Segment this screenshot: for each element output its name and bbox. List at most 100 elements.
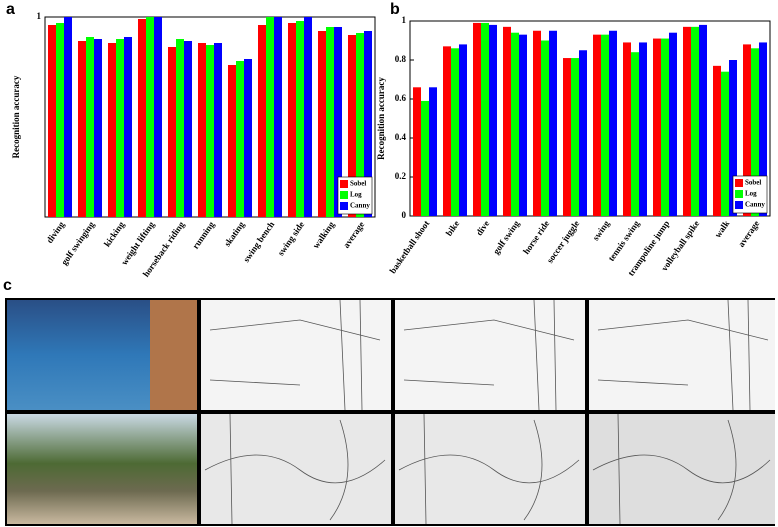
bar xyxy=(511,32,519,217)
bar xyxy=(549,30,557,216)
bar xyxy=(421,100,429,216)
bar xyxy=(519,34,527,217)
bar xyxy=(304,17,312,217)
bar xyxy=(228,65,236,217)
y-axis-label: Recognition accuracy xyxy=(11,75,21,158)
x-tick-label: walking xyxy=(311,219,337,250)
bar xyxy=(206,45,214,217)
edge-image xyxy=(201,300,391,410)
x-tick-label: dive xyxy=(474,219,491,238)
bar xyxy=(236,61,244,217)
bar xyxy=(94,39,102,217)
bar xyxy=(639,42,647,217)
edge-image xyxy=(395,300,585,410)
bar xyxy=(609,30,617,216)
bar xyxy=(86,37,94,217)
bar xyxy=(451,48,459,216)
bar xyxy=(116,39,124,217)
bar xyxy=(541,40,549,216)
y-tick-label: 1 xyxy=(37,11,42,21)
bar xyxy=(601,34,609,217)
bar xyxy=(503,26,511,216)
bar xyxy=(198,43,206,217)
bar xyxy=(413,87,421,216)
y-tick-label: 1 xyxy=(402,15,407,25)
image-grid xyxy=(5,298,775,526)
x-tick-label: horse ride xyxy=(521,219,551,256)
y-tick-label: 0 xyxy=(402,210,407,220)
legend-label: Sobel xyxy=(350,180,366,188)
photo-detail xyxy=(150,300,197,410)
x-tick-label: diving xyxy=(44,219,66,245)
y-axis-label: Recognition accuracy xyxy=(376,77,386,160)
bar xyxy=(56,23,64,217)
bar xyxy=(64,17,72,217)
panel-label: c xyxy=(3,277,12,294)
bar xyxy=(489,24,497,217)
panel-label: a xyxy=(6,1,15,18)
edge-image xyxy=(201,414,391,524)
bar xyxy=(258,25,266,217)
bar xyxy=(721,71,729,216)
edge-image xyxy=(589,300,775,410)
bar xyxy=(48,25,56,217)
bar xyxy=(533,30,541,216)
bar xyxy=(244,59,252,217)
bar xyxy=(699,24,707,217)
x-tick-label: golf swing xyxy=(491,218,522,256)
x-tick-label: running xyxy=(190,219,216,251)
bar xyxy=(429,87,437,216)
x-tick-label: bike xyxy=(444,219,462,238)
x-tick-label: walk xyxy=(713,219,732,240)
y-tick-label: 0.2 xyxy=(395,171,407,181)
bar xyxy=(631,52,639,217)
x-tick-label: basketball shoot xyxy=(387,219,431,276)
bar xyxy=(176,39,184,217)
bar xyxy=(78,41,86,217)
legend-swatch xyxy=(340,202,348,210)
bar xyxy=(154,17,162,217)
x-tick-label: average xyxy=(736,219,761,249)
bar xyxy=(759,42,767,217)
bar xyxy=(579,50,587,216)
y-tick-label: 0.4 xyxy=(395,132,407,142)
bar xyxy=(459,44,467,217)
bar xyxy=(661,38,669,216)
bar xyxy=(266,17,274,217)
bar xyxy=(729,60,737,216)
edge-image xyxy=(589,414,775,524)
x-tick-label: swing xyxy=(591,218,612,242)
bar xyxy=(146,17,154,217)
bar xyxy=(288,23,296,217)
bar xyxy=(669,32,677,217)
bar xyxy=(168,47,176,217)
edge-sketch xyxy=(204,299,771,525)
bar xyxy=(653,38,661,216)
x-tick-label: swing bench xyxy=(241,220,276,264)
edge-image xyxy=(395,414,585,524)
panel-label: b xyxy=(390,1,400,18)
bar xyxy=(443,46,451,216)
photo xyxy=(7,414,197,524)
legend-swatch xyxy=(340,180,348,188)
bar xyxy=(124,37,132,217)
bar xyxy=(138,19,146,217)
bar xyxy=(214,43,222,217)
bar xyxy=(751,48,759,216)
bar xyxy=(593,34,601,217)
x-tick-label: skating xyxy=(222,219,247,248)
bar xyxy=(184,41,192,217)
bar xyxy=(356,33,364,217)
plot-frame xyxy=(409,20,771,217)
x-tick-label: average xyxy=(341,220,366,250)
legend-label: Canny xyxy=(350,202,370,210)
bar xyxy=(348,35,356,217)
legend-swatch xyxy=(735,190,743,198)
bar xyxy=(318,31,326,217)
legend-label: Canny xyxy=(745,201,765,209)
bar xyxy=(691,26,699,216)
bar xyxy=(713,65,721,216)
legend-swatch xyxy=(735,179,743,187)
bar xyxy=(274,17,282,217)
